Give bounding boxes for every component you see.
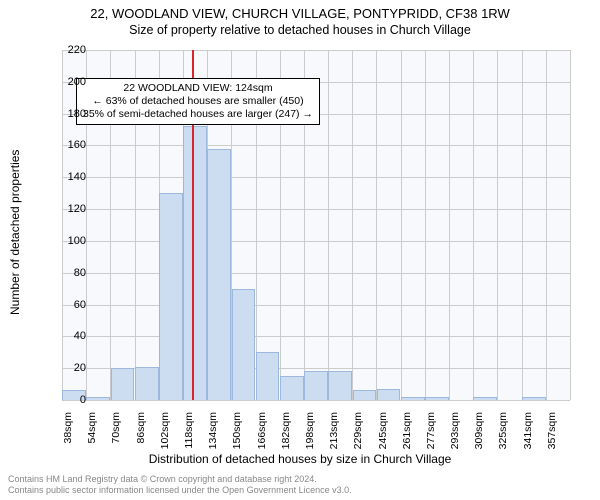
grid-line: [62, 336, 570, 337]
plot-area: 22 WOODLAND VIEW: 124sqm← 63% of detache…: [62, 50, 570, 400]
histogram-bar: [159, 193, 183, 400]
x-tick-label: 309sqm: [473, 412, 485, 454]
y-tick-label: 140: [46, 171, 86, 183]
x-tick-label: 166sqm: [256, 412, 268, 454]
x-tick-label: 54sqm: [86, 412, 98, 454]
property-size-chart: 22, WOODLAND VIEW, CHURCH VILLAGE, PONTY…: [0, 0, 600, 500]
y-tick-label: 20: [46, 362, 86, 374]
x-tick-label: 102sqm: [159, 412, 171, 454]
x-tick-label: 325sqm: [497, 412, 509, 454]
annotation-line: 35% of semi-detached houses are larger (…: [83, 108, 313, 121]
x-tick-label: 70sqm: [110, 412, 122, 454]
x-tick-label: 245sqm: [377, 412, 389, 454]
grid-line: [328, 50, 329, 400]
histogram-bar: [256, 352, 280, 400]
grid-line: [522, 50, 523, 400]
x-tick-label: 341sqm: [522, 412, 534, 454]
x-tick-label: 38sqm: [62, 412, 74, 454]
x-tick-label: 293sqm: [449, 412, 461, 454]
grid-line: [62, 50, 570, 51]
annotation-line: 22 WOODLAND VIEW: 124sqm: [83, 82, 313, 95]
histogram-bar: [207, 149, 231, 400]
grid-line: [546, 50, 547, 400]
histogram-bar: [232, 289, 256, 400]
histogram-bar: [135, 367, 159, 400]
y-tick-label: 60: [46, 299, 86, 311]
x-tick-label: 213sqm: [328, 412, 340, 454]
y-tick-label: 80: [46, 267, 86, 279]
grid-line: [62, 145, 570, 146]
x-tick-label: 198sqm: [304, 412, 316, 454]
x-tick-label: 118sqm: [183, 412, 195, 454]
histogram-bar: [111, 368, 135, 400]
grid-line: [62, 177, 570, 178]
x-axis-label: Distribution of detached houses by size …: [0, 452, 600, 466]
annotation-box: 22 WOODLAND VIEW: 124sqm← 63% of detache…: [76, 78, 320, 125]
chart-subtitle: Size of property relative to detached ho…: [10, 23, 590, 37]
x-tick-label: 261sqm: [401, 412, 413, 454]
attribution: Contains HM Land Registry data © Crown c…: [8, 474, 352, 496]
histogram-bar: [86, 397, 110, 400]
grid-line: [449, 50, 450, 400]
histogram-bar: [353, 390, 377, 400]
grid-line: [62, 50, 63, 400]
grid-line: [62, 209, 570, 210]
y-axis-label: Number of detached properties: [8, 150, 22, 315]
histogram-bar: [401, 397, 425, 400]
x-tick-label: 182sqm: [280, 412, 292, 454]
histogram-bar: [280, 376, 304, 400]
y-tick-label: 0: [46, 394, 86, 406]
y-tick-label: 40: [46, 330, 86, 342]
grid-line: [425, 50, 426, 400]
grid-line: [570, 50, 571, 400]
histogram-bar: [377, 389, 401, 400]
x-tick-label: 357sqm: [546, 412, 558, 454]
histogram-bar: [473, 397, 497, 400]
x-tick-label: 86sqm: [135, 412, 147, 454]
grid-line: [62, 273, 570, 274]
x-tick-label: 150sqm: [231, 412, 243, 454]
histogram-bar: [183, 126, 207, 400]
histogram-bar: [328, 371, 352, 400]
histogram-bar: [425, 397, 449, 400]
grid-line: [62, 305, 570, 306]
y-tick-label: 160: [46, 139, 86, 151]
attribution-line: Contains HM Land Registry data © Crown c…: [8, 474, 352, 485]
annotation-line: ← 63% of detached houses are smaller (45…: [83, 95, 313, 108]
y-tick-label: 200: [46, 76, 86, 88]
grid-line: [376, 50, 377, 400]
attribution-line: Contains public sector information licen…: [8, 485, 352, 496]
histogram-bar: [522, 397, 546, 400]
y-tick-label: 220: [46, 44, 86, 56]
grid-line: [473, 50, 474, 400]
x-tick-label: 134sqm: [207, 412, 219, 454]
chart-title: 22, WOODLAND VIEW, CHURCH VILLAGE, PONTY…: [10, 6, 590, 21]
y-tick-label: 180: [46, 108, 86, 120]
histogram-bar: [304, 371, 328, 400]
grid-line: [401, 50, 402, 400]
grid-line: [497, 50, 498, 400]
y-tick-label: 120: [46, 203, 86, 215]
grid-line: [62, 241, 570, 242]
x-tick-label: 277sqm: [425, 412, 437, 454]
x-tick-label: 229sqm: [352, 412, 364, 454]
chart-title-block: 22, WOODLAND VIEW, CHURCH VILLAGE, PONTY…: [0, 0, 600, 39]
y-tick-label: 100: [46, 235, 86, 247]
grid-line: [352, 50, 353, 400]
grid-line: [62, 400, 570, 401]
